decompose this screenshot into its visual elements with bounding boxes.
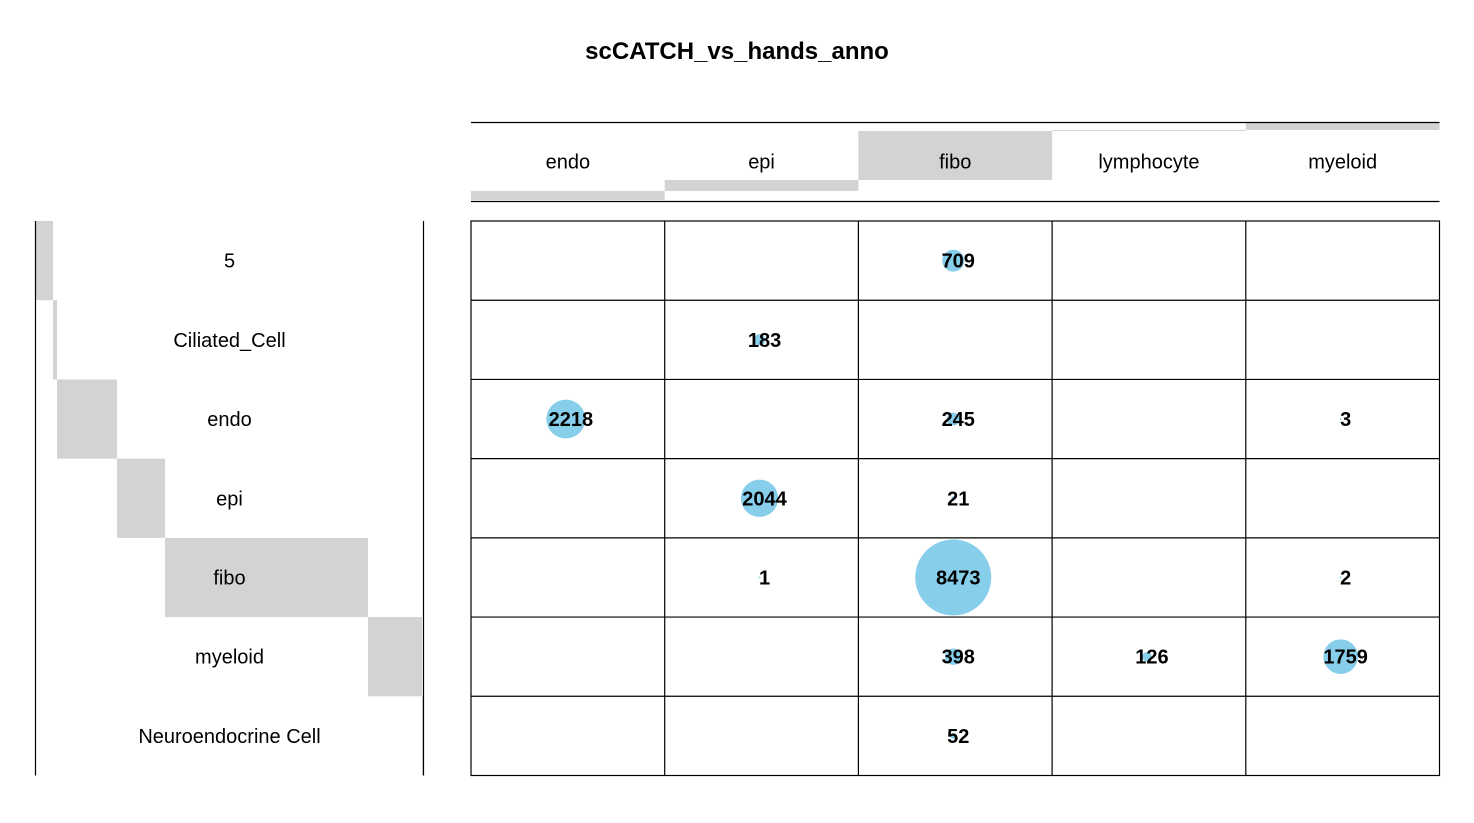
bubble-endo-endo [546, 399, 586, 439]
value-label-epi-epi: 2044 [742, 488, 787, 510]
row-bar-fibo [165, 537, 368, 618]
value-label-myeloid-myeloid: 1759 [1323, 647, 1368, 669]
row-label-ciliated-cell: Ciliated_Cell [173, 330, 285, 352]
value-label-myeloid-lymphocyte: 126 [1135, 647, 1168, 669]
bubble-neuroendocrine-cell-fibo [950, 732, 957, 739]
column-bar-epi [664, 180, 859, 191]
bubble-myeloid-lymphocyte [1142, 652, 1152, 662]
value-label-epi-fibo: 21 [947, 488, 969, 510]
value-label-neuroendocrine-cell-fibo: 52 [947, 726, 969, 748]
axis-labels: endo epi fibo lymphocyte myeloid 5 Ciliated_Ce… [138, 152, 1377, 748]
bubble-fibo-fibo [915, 539, 992, 616]
bubble-5-fibo [942, 249, 965, 272]
row-label-fibo: fibo [213, 567, 245, 589]
bubble-epi-fibo [951, 496, 956, 501]
column-bar-lymphocyte [1052, 130, 1246, 131]
column-bar-fibo [858, 131, 1053, 180]
row-bar-endo [57, 379, 117, 459]
value-label-fibo-myeloid: 2 [1340, 567, 1351, 589]
value-label-fibo-epi: 1 [759, 567, 770, 589]
column-label-epi: epi [748, 152, 775, 174]
row-label-myeloid: myeloid [195, 647, 264, 669]
column-marginal-bars [471, 121, 1440, 203]
row-label-endo: endo [207, 409, 252, 431]
bubble-fibo-myeloid [1339, 576, 1342, 579]
row-bar-myeloid [368, 617, 422, 697]
row-label-5: 5 [224, 251, 235, 273]
chart-title: scCATCH_vs_hands_anno [585, 38, 889, 65]
bubble-endo-fibo [946, 412, 960, 426]
column-label-lymphocyte: lymphocyte [1098, 152, 1199, 174]
bubble-myeloid-myeloid [1323, 639, 1358, 674]
value-label-endo-endo: 2218 [549, 409, 594, 431]
value-label-5-fibo: 709 [942, 251, 975, 273]
value-label-ciliated-cell-epi: 183 [748, 330, 781, 352]
bubble-endo-myeloid [1339, 418, 1342, 420]
bubble-fibo-epi [758, 576, 761, 579]
value-label-myeloid-fibo: 398 [942, 647, 975, 669]
value-label-fibo-fibo: 8473 [936, 567, 981, 589]
row-marginal-bars [34, 221, 425, 776]
bubble-ciliated-cell-epi [753, 334, 766, 346]
row-bar-ciliated-cell [53, 300, 57, 380]
row-bar-neuroendocrine-cell [422, 696, 423, 776]
value-label-endo-myeloid: 3 [1340, 409, 1351, 431]
row-bar-epi [117, 458, 165, 538]
grid-border [470, 220, 1441, 777]
column-label-myeloid: myeloid [1308, 152, 1377, 174]
row-bar-5 [36, 221, 53, 301]
value-label-endo-fibo: 245 [942, 409, 975, 431]
row-label-neuroendocrine-cell: Neuroendocrine Cell [138, 726, 320, 748]
column-bar-myeloid [1245, 123, 1440, 130]
row-label-epi: epi [216, 488, 243, 510]
bubble-myeloid-fibo [945, 648, 962, 665]
bubbles [546, 249, 1358, 739]
bubble-epi-epi [740, 479, 779, 517]
column-bar-endo [471, 191, 665, 200]
matrix-grid [470, 220, 1441, 777]
column-label-endo: endo [546, 152, 591, 174]
column-label-fibo: fibo [939, 152, 971, 174]
